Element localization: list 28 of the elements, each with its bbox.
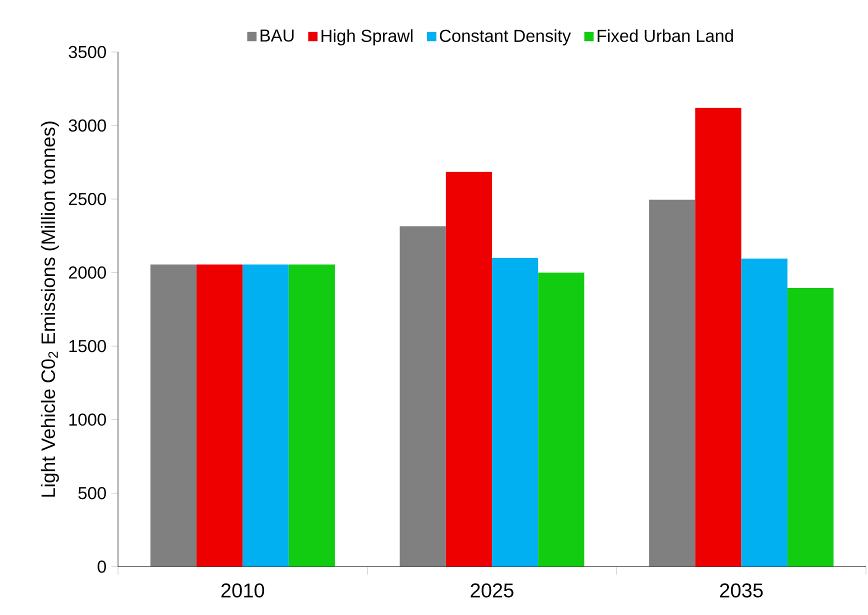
bar [196,264,243,567]
y-tick-label: 2000 [68,266,106,279]
y-tick-label: 3500 [68,46,106,58]
legend-label: BAU [260,30,294,42]
bar [446,172,492,567]
bar [150,264,197,567]
y-tick-label: 3000 [68,120,106,132]
y-tick-label: 2500 [68,193,106,206]
bar [242,264,289,567]
legend-label: High Sprawl [322,29,412,46]
legend-label: Constant Density [440,29,571,46]
y-axis-title: Light Vehicle C0$_{2}$ Emissions (Million tonnes) [40,122,59,497]
bar [741,258,788,567]
x-tick-label: 2025 [470,584,514,598]
x-tick-label: 2010 [221,584,264,598]
bar [400,226,446,567]
y-tick-label: 0 [98,560,106,573]
x-tick-label: 2035 [720,584,763,598]
bar [288,264,335,567]
bar [538,272,584,567]
legend-label: Fixed Urban Land [598,29,733,42]
bar [787,288,834,567]
bar [695,108,742,567]
y-tick-label: 500 [78,487,106,500]
bar [649,200,696,567]
bar [492,258,538,567]
y-tick-label: 1500 [69,340,106,352]
y-tick-label: 1000 [69,414,106,426]
